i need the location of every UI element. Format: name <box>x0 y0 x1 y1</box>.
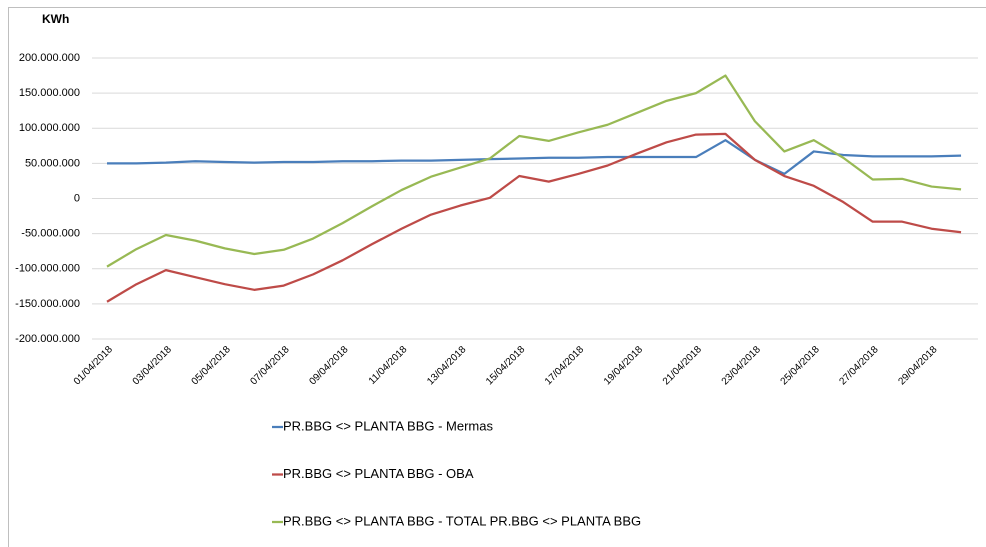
x-tick-label: 27/04/2018 <box>838 344 881 387</box>
x-tick-label: 07/04/2018 <box>249 344 292 387</box>
y-tick-label: 50.000.000 <box>25 157 80 169</box>
x-tick-label: 15/04/2018 <box>484 344 527 387</box>
series-line <box>107 139 962 176</box>
legend-label: PR.BBG <> PLANTA BBG - TOTAL PR.BBG <> P… <box>283 513 641 528</box>
x-tick-label: 03/04/2018 <box>131 344 174 387</box>
x-tick-label: 13/04/2018 <box>425 344 468 387</box>
y-tick-label: 100.000.000 <box>19 122 80 134</box>
x-tick-label: 05/04/2018 <box>190 344 233 387</box>
y-tick-label: 200.000.000 <box>19 52 80 64</box>
series-line <box>106 132 962 303</box>
x-tick-label: 25/04/2018 <box>779 344 822 387</box>
series-line <box>106 74 962 268</box>
x-tick-label: 23/04/2018 <box>720 344 763 387</box>
y-tick-label: -100.000.000 <box>15 263 80 275</box>
x-tick-label: 17/04/2018 <box>543 344 586 387</box>
y-tick-label: -150.000.000 <box>15 298 80 310</box>
x-tick-label: 29/04/2018 <box>896 344 939 387</box>
y-tick-label: 150.000.000 <box>19 87 80 99</box>
legend-label: PR.BBG <> PLANTA BBG - OBA <box>283 466 474 481</box>
x-tick-label: 01/04/2018 <box>72 344 115 387</box>
y-tick-label: 0 <box>74 192 80 204</box>
chart-border <box>8 7 986 547</box>
legend-label: PR.BBG <> PLANTA BBG - Mermas <box>283 418 493 433</box>
x-tick-label: 11/04/2018 <box>367 344 410 387</box>
y-tick-label: -50.000.000 <box>21 228 80 240</box>
x-tick-label: 19/04/2018 <box>602 344 645 387</box>
x-tick-label: 09/04/2018 <box>307 344 350 387</box>
x-tick-label: 21/04/2018 <box>661 344 704 387</box>
y-axis-label: KWh <box>42 12 69 26</box>
y-tick-label: -200.000.000 <box>15 333 80 345</box>
